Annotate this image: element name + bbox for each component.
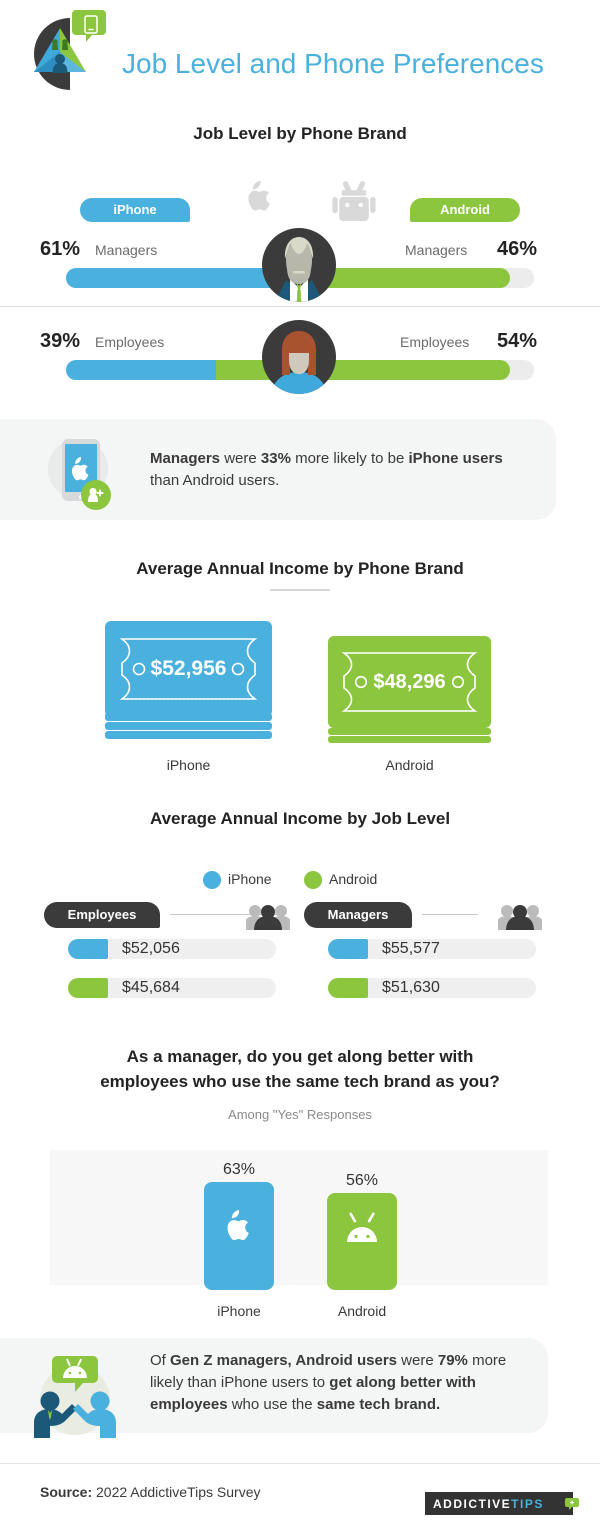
svg-text:$52,956: $52,956 [151,657,227,680]
svg-text:$48,296: $48,296 [373,671,445,693]
